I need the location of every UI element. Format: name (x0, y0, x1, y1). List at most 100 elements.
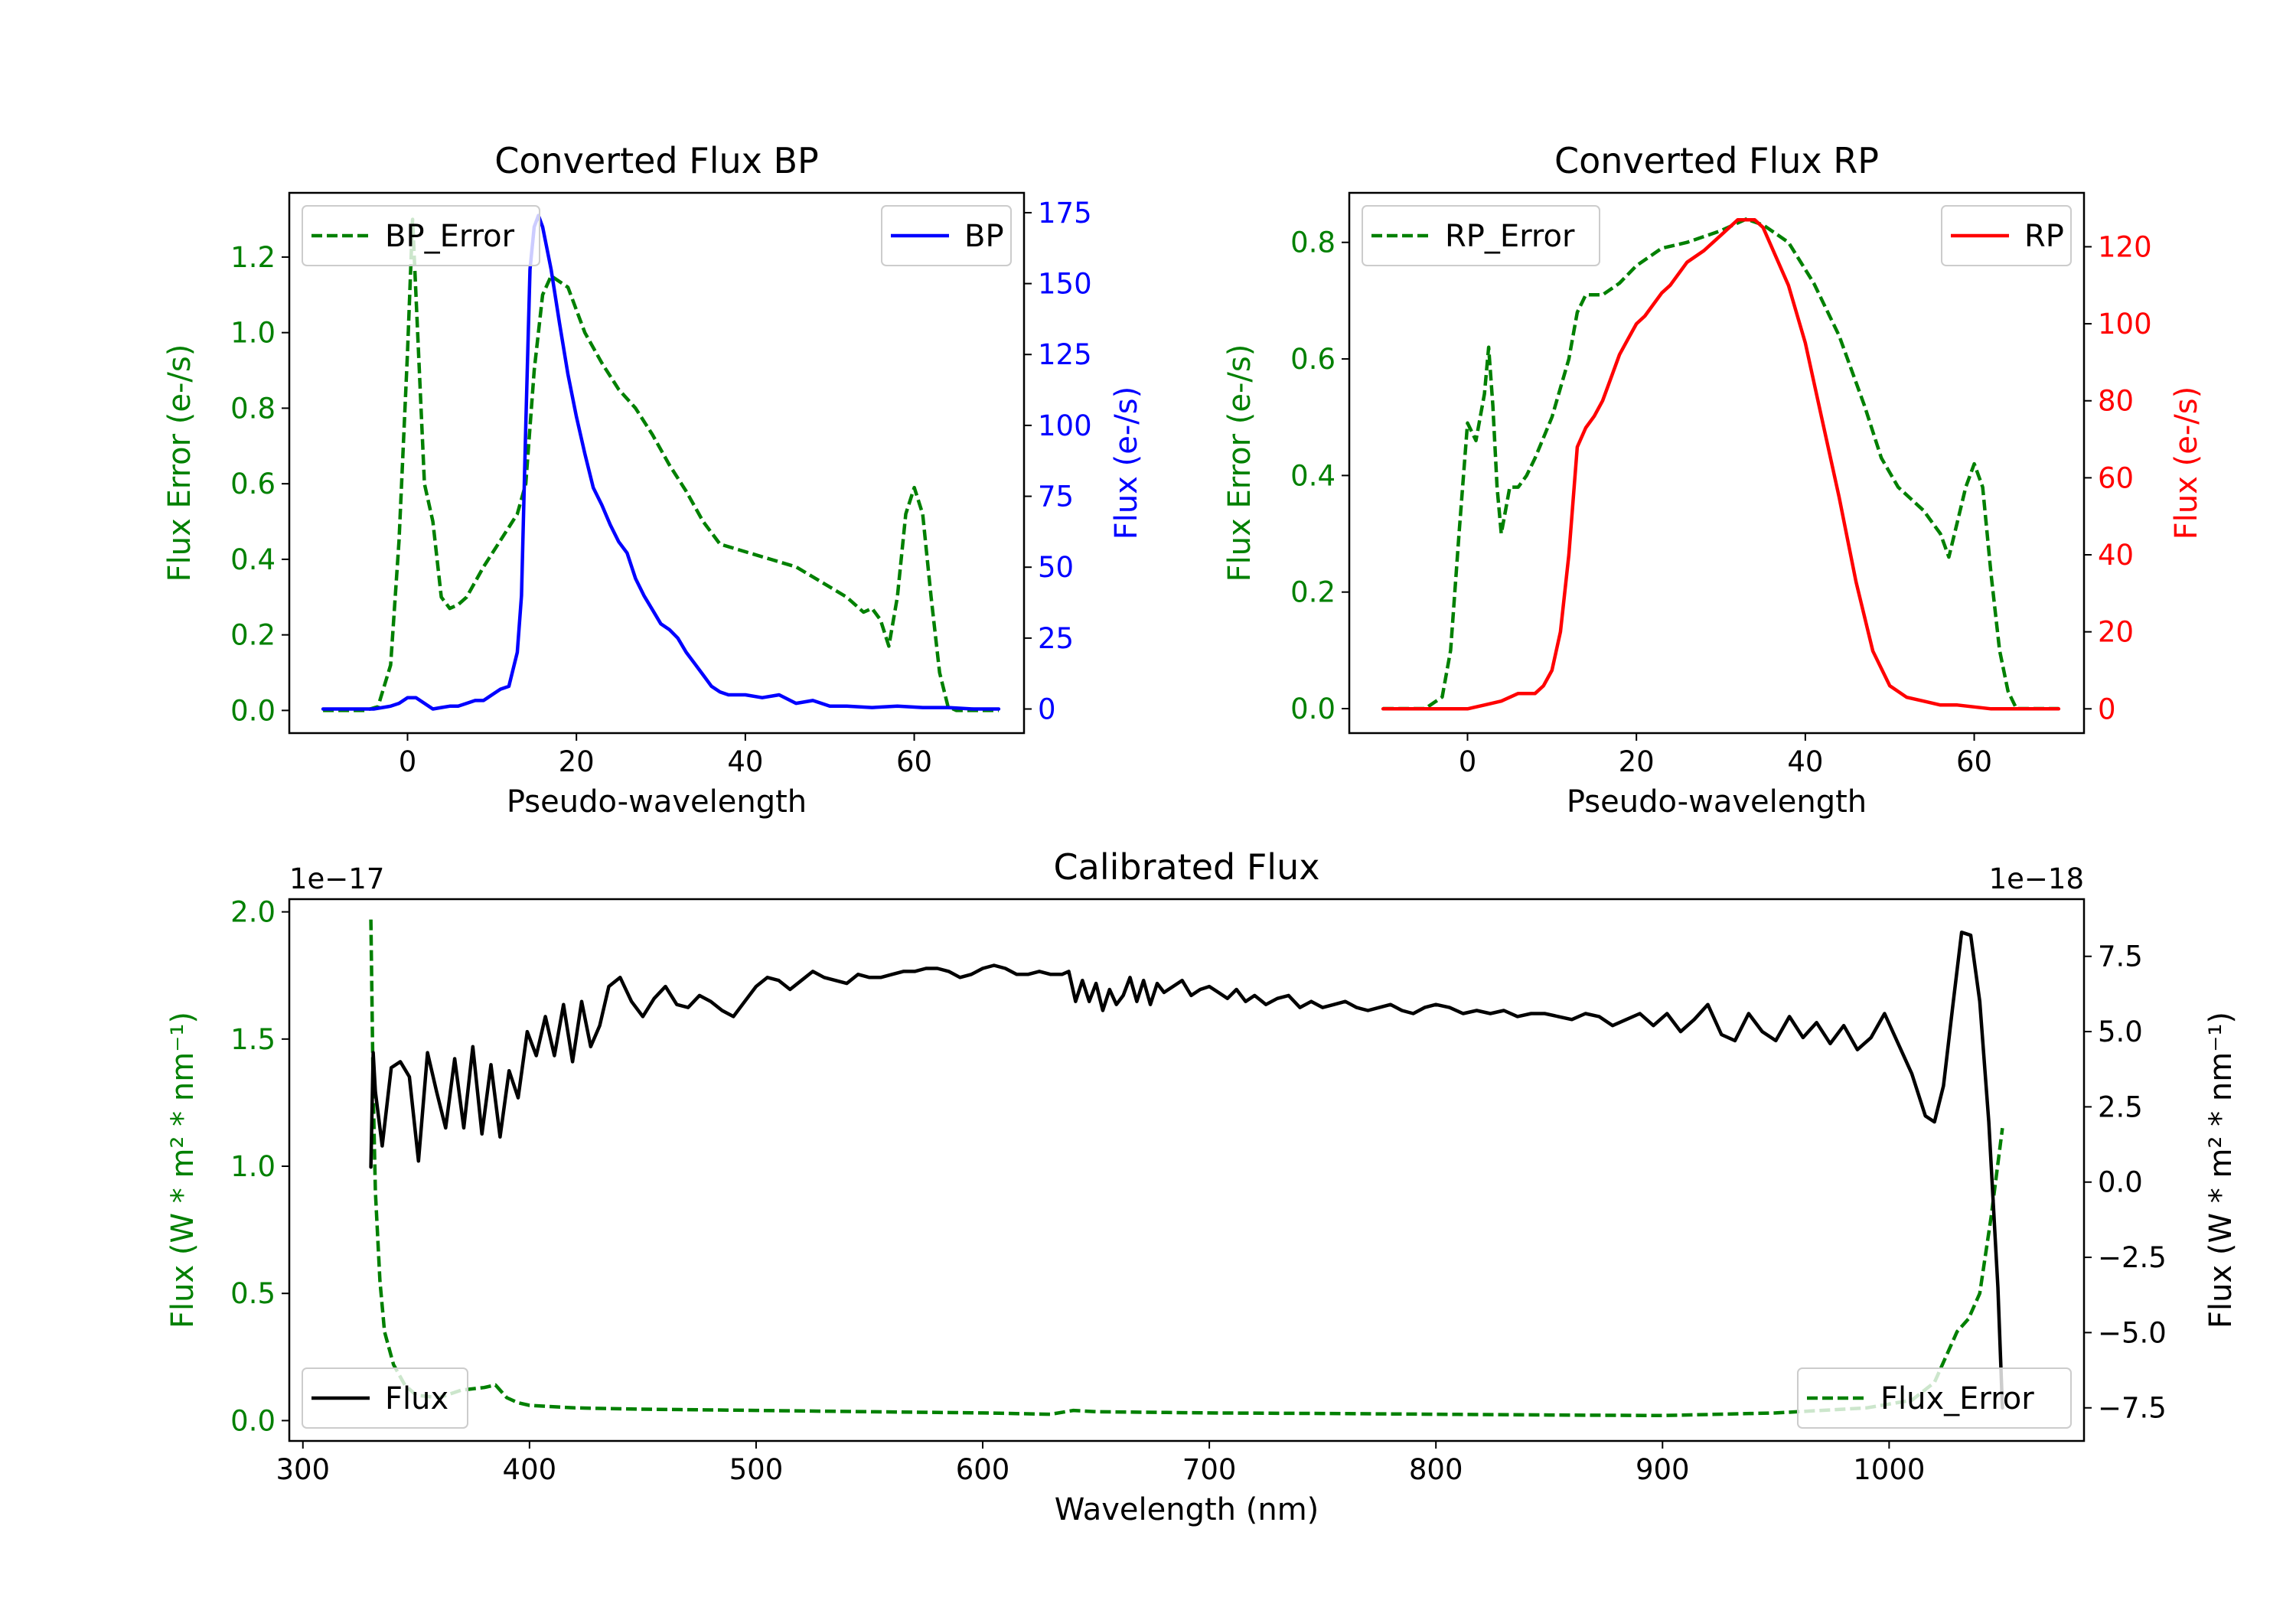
legend-label: RP (2024, 219, 2064, 254)
calibrated-ytick-right-label: 7.5 (2098, 940, 2143, 973)
bp-xlabel: Pseudo-wavelength (507, 784, 807, 820)
bp-ytick-right-label: 150 (1038, 268, 1092, 301)
calibrated-xtick-label: 600 (956, 1453, 1010, 1486)
calibrated-ytick-left-label: 0.5 (230, 1277, 276, 1310)
calibrated-ytick-left-label: 2.0 (230, 896, 276, 929)
calibrated-plot-frame (288, 898, 2086, 1442)
bp-xtick-label: 60 (896, 745, 932, 778)
rp-ytick-right-label: 20 (2098, 616, 2134, 649)
calibrated-chart: 300 400 500 600 700 800 900 1000 0.0 0.5 1.0 1.5 2.0… (165, 846, 2239, 1527)
rp-ytick-left-label: 0.0 (1290, 693, 1336, 725)
bp-chart: 0 20 40 60 0.0 0.2 0.4 0.6 0.8 1.0 1.2 0 25 50 75 100 12… (162, 140, 1144, 820)
bp-ylabel-left: Flux Error (e-/s) (162, 344, 197, 582)
calibrated-xtick-label: 500 (729, 1453, 784, 1486)
calibrated-legend-flux-error: Flux_Error (1797, 1367, 2072, 1429)
rp-ylabel-left: Flux Error (e-/s) (1222, 344, 1257, 582)
bp-ytick-right-label: 25 (1038, 622, 1074, 655)
rp-xlabel: Pseudo-wavelength (1567, 784, 1867, 820)
rp-chart: 0 20 40 60 0.0 0.2 0.4 0.6 0.8 0 20 40 60 80 100 120 Con… (1222, 140, 2204, 820)
calibrated-ytick-right-label: −5.0 (2098, 1316, 2167, 1349)
calibrated-ytick-right-label: −7.5 (2098, 1392, 2167, 1425)
calibrated-legend-flux: Flux (302, 1367, 468, 1429)
calibrated-ytick-right-label: 2.5 (2098, 1090, 2143, 1123)
calibrated-xtick-label: 300 (276, 1453, 330, 1486)
calibrated-ytick-left-label: 1.5 (230, 1023, 276, 1056)
legend-label: Flux (385, 1381, 448, 1416)
rp-plot-frame (1348, 191, 2086, 735)
bp-ytick-left-label: 1.2 (230, 241, 276, 274)
bp-series (321, 214, 1001, 712)
bp-ylabel-right: Flux (e-/s) (1109, 386, 1144, 539)
rp-series (1381, 217, 2061, 711)
rp-legend-rp-error: RP_Error (1362, 205, 1600, 266)
bp-ytick-left-label: 0.6 (230, 468, 276, 500)
rp-ytick-left-label: 0.6 (1290, 343, 1336, 376)
calibrated-offset-left: 1e−17 (289, 862, 384, 895)
rp-ytick-right-label: 60 (2098, 461, 2134, 494)
bp-ytick-right-label: 125 (1038, 338, 1092, 371)
legend-frame (302, 1367, 468, 1429)
legend-label: BP (964, 219, 1004, 254)
bp-legend-bp-error: BP_Error (302, 205, 540, 266)
bp-ytick-left-label: 1.0 (230, 317, 276, 350)
bp-ytick-right-label: 75 (1038, 481, 1074, 513)
bp-xtick-label: 40 (727, 745, 763, 778)
calibrated-series-flux-error-line (369, 919, 2004, 1418)
calibrated-ytick-right-label: 5.0 (2098, 1015, 2143, 1048)
bp-xtick-label: 20 (559, 745, 595, 778)
legend-label: RP_Error (1445, 219, 1575, 254)
calibrated-xlabel: Wavelength (nm) (1055, 1492, 1319, 1527)
calibrated-xtick-label: 900 (1636, 1453, 1690, 1486)
rp-ytick-left-label: 0.4 (1290, 459, 1336, 492)
calibrated-xtick-label: 400 (503, 1453, 557, 1486)
rp-ytick-right-label: 0 (2098, 693, 2116, 725)
bp-ytick-right-label: 100 (1038, 409, 1092, 442)
calibrated-ytick-left-label: 1.0 (230, 1150, 276, 1183)
rp-ytick-right-label: 40 (2098, 539, 2134, 572)
bp-legend-bp: BP (881, 205, 1012, 266)
legend-frame (302, 205, 540, 266)
bp-ytick-right-label: 175 (1038, 197, 1092, 230)
calibrated-ytick-right-label: −2.5 (2098, 1241, 2167, 1274)
bp-xtick-label: 0 (399, 745, 417, 778)
calibrated-ytick-left-label: 0.0 (230, 1404, 276, 1437)
rp-title: Converted Flux RP (1554, 140, 1879, 181)
bp-ytick-left-label: 0.2 (230, 619, 276, 652)
bp-ytick-right-label: 0 (1038, 693, 1056, 725)
rp-ylabel-right: Flux (e-/s) (2169, 386, 2204, 539)
legend-frame (1362, 205, 1600, 266)
rp-xtick-label: 20 (1619, 745, 1655, 778)
calibrated-ylabel-right: Flux (W * m² * nm⁻¹) (2203, 1012, 2239, 1328)
bp-ytick-left-label: 0.4 (230, 543, 276, 576)
calibrated-series-flux-line (369, 931, 2004, 1410)
bp-ytick-right-label: 50 (1038, 551, 1074, 584)
rp-ytick-right-label: 80 (2098, 385, 2134, 418)
rp-xtick-label: 60 (1956, 745, 1992, 778)
rp-ytick-right-label: 120 (2098, 230, 2152, 263)
rp-ytick-right-label: 100 (2098, 308, 2152, 341)
bp-title: Converted Flux BP (494, 140, 819, 181)
rp-xtick-label: 40 (1787, 745, 1823, 778)
calibrated-ytick-right-label: 0.0 (2098, 1166, 2143, 1199)
rp-series-rp-error-line (1383, 217, 2059, 711)
calibrated-offset-right: 1e−18 (1989, 862, 2084, 895)
bp-ytick-left-label: 0.0 (230, 694, 276, 727)
rp-ytick-left-label: 0.8 (1290, 227, 1336, 259)
bp-ytick-left-label: 0.8 (230, 392, 276, 425)
legend-frame (1797, 1367, 2072, 1429)
calibrated-xtick-label: 800 (1409, 1453, 1463, 1486)
legend-label: BP_Error (385, 219, 515, 254)
rp-ytick-left-label: 0.2 (1290, 576, 1336, 609)
calibrated-series (369, 919, 2004, 1418)
bp-series-bp-error-line (323, 217, 999, 712)
calibrated-ylabel-left: Flux (W * m² * nm⁻¹) (165, 1012, 201, 1328)
rp-legend-rp: RP (1941, 205, 2072, 266)
rp-xtick-label: 0 (1459, 745, 1477, 778)
calibrated-xtick-label: 1000 (1853, 1453, 1925, 1486)
calibrated-xtick-label: 700 (1182, 1453, 1237, 1486)
legend-label: Flux_Error (1880, 1381, 2034, 1416)
bp-series-bp-line (321, 214, 1001, 711)
calibrated-title: Calibrated Flux (1054, 846, 1320, 888)
rp-series-rp-line (1381, 217, 2061, 711)
